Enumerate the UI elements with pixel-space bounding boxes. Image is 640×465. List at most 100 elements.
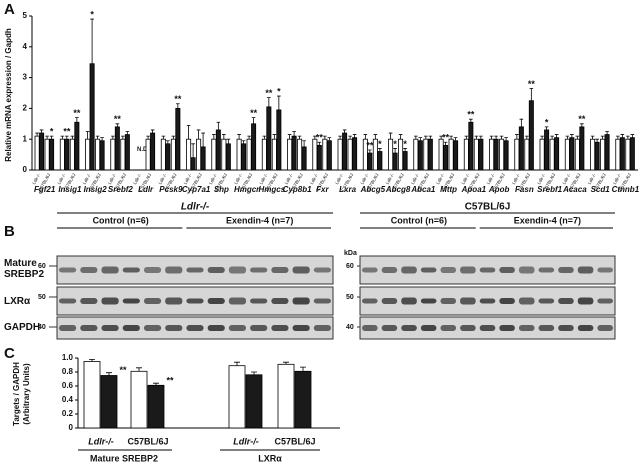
group-label: Ldlr-/- [309, 172, 319, 185]
error-bar [544, 126, 549, 130]
blot-band [558, 325, 574, 331]
y-tick-label: 0 [69, 423, 74, 432]
bar [200, 146, 206, 171]
error-bar [171, 135, 176, 140]
error-bar [504, 137, 508, 141]
error-bar [45, 135, 49, 140]
annotation: ** [114, 114, 122, 124]
error-bar [302, 140, 306, 147]
blot-band [228, 297, 247, 305]
kda-marker: 60 [346, 263, 354, 270]
error-bar [297, 135, 302, 140]
group-label: Ldlr-/- [31, 172, 41, 185]
bar [443, 144, 449, 171]
blot-row-label: GAPDH [4, 322, 41, 333]
bar [473, 138, 479, 171]
bar [186, 138, 192, 171]
bar [39, 132, 45, 171]
group-label: Ldlr-/- [258, 172, 268, 185]
bar [120, 138, 126, 171]
annotation: ** [366, 140, 374, 150]
blot-band [271, 298, 289, 304]
error-bar [570, 134, 574, 138]
error-bar [323, 135, 327, 140]
blot-band [122, 298, 140, 304]
error-bar [443, 141, 448, 146]
group-label: Ldlr-/- [82, 172, 92, 185]
error-bar [95, 135, 100, 140]
blot-band [143, 267, 162, 273]
error-bar [65, 135, 69, 140]
error-bar [176, 103, 180, 109]
bar [417, 140, 423, 171]
bar [294, 370, 312, 429]
blot-condition: Exendin-4 (n=7) [514, 215, 581, 225]
blot-band [460, 325, 476, 331]
blot-band [420, 298, 437, 304]
blot-band [101, 325, 119, 331]
bar [261, 138, 267, 171]
blot-band [401, 325, 417, 331]
bar [453, 140, 459, 171]
x-tick-label: Ldlr-/- [88, 436, 114, 446]
y-tick-label: 1.0 [62, 353, 74, 362]
bar [438, 138, 444, 171]
x-tick-label: Hmgcr [234, 185, 260, 194]
error-bar [626, 135, 630, 140]
bar [59, 138, 65, 171]
bar [297, 138, 303, 171]
blot-band [362, 267, 378, 273]
bar [228, 365, 246, 429]
annotation: * [545, 117, 549, 127]
bar [539, 138, 545, 171]
bar [130, 370, 148, 429]
x-tick-label: Ldlr-/- [233, 436, 259, 446]
blot-group-title: Ldlr-/- [181, 202, 210, 213]
bar [554, 137, 560, 171]
blot-band [101, 297, 119, 305]
blot-band [143, 325, 162, 331]
error-bar [267, 97, 271, 107]
bar [225, 143, 231, 171]
error-bar [191, 143, 195, 158]
bar [544, 129, 550, 171]
group-label: Mature SREBP2 [90, 453, 158, 463]
bar [619, 137, 625, 171]
blot-condition: Control (n=6) [93, 215, 149, 225]
error-bar [247, 135, 251, 140]
annotation: ** [442, 133, 450, 143]
error-bar [251, 371, 257, 375]
bar [34, 135, 40, 171]
blot-band [207, 325, 225, 331]
blot-band [313, 267, 331, 273]
bar [251, 123, 257, 171]
bar [514, 138, 520, 171]
blot-band [577, 297, 594, 305]
group-label: Ldlr-/- [587, 172, 597, 185]
blot-band [292, 266, 310, 274]
blot-band [80, 267, 98, 273]
panel-label: B [4, 223, 15, 240]
error-bar [212, 134, 216, 140]
bar [398, 138, 404, 171]
error-bar [342, 129, 347, 134]
error-bar [35, 132, 39, 137]
x-tick-label: Acaca [562, 185, 587, 194]
bar [377, 151, 383, 171]
error-bar [550, 135, 554, 140]
blot-band [80, 325, 98, 331]
error-bar [251, 117, 256, 124]
blot-band [558, 298, 574, 304]
blot-band [479, 267, 496, 273]
bar [423, 138, 429, 171]
blot-band [401, 297, 417, 305]
blot-band [381, 267, 398, 273]
error-bar [388, 132, 393, 140]
blot-band [518, 297, 535, 305]
bar [100, 375, 118, 429]
kda-marker: 40 [38, 324, 46, 331]
bar [266, 106, 272, 171]
error-bar [398, 134, 403, 140]
kda-marker: 50 [346, 294, 354, 301]
